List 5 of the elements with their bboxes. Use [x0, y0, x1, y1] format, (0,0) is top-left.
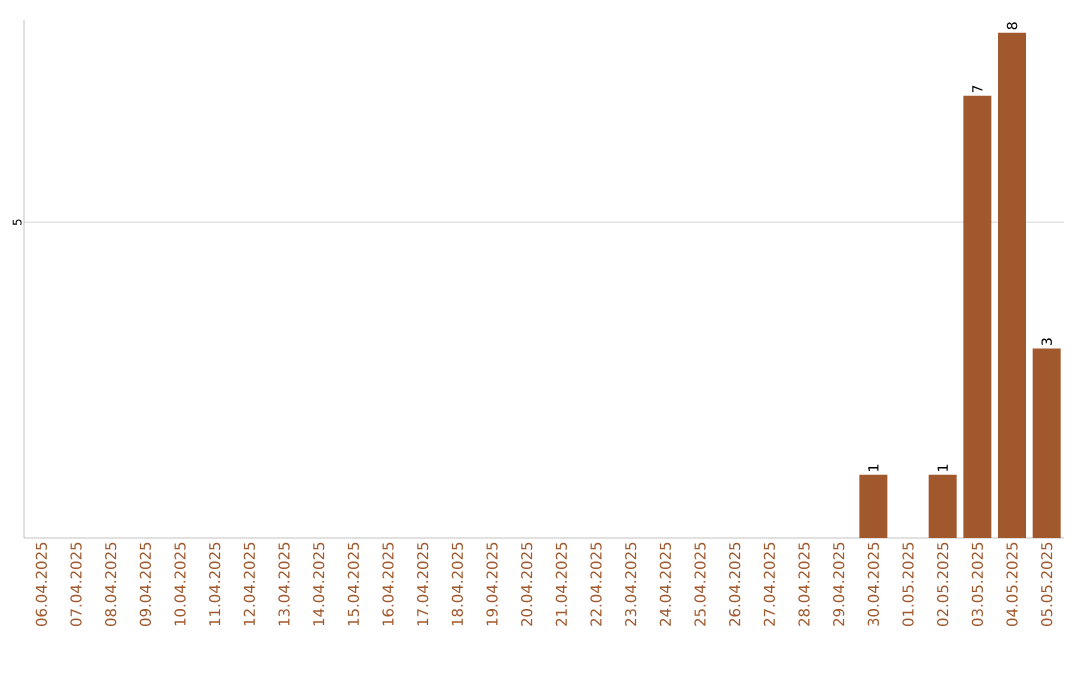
bar: [928, 474, 957, 538]
bar: [859, 474, 888, 538]
bar: [1032, 348, 1061, 538]
bar: [963, 95, 992, 538]
bar: [998, 32, 1027, 538]
